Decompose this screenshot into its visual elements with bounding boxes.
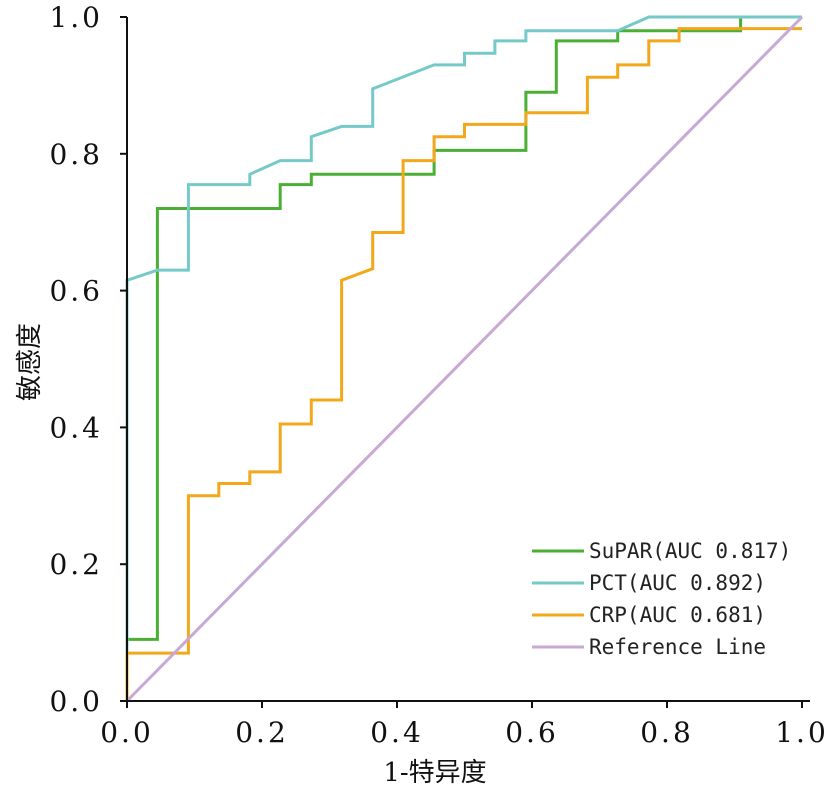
x-tick-label: 0.6: [505, 716, 559, 749]
x-axis-title: 1-特异度: [383, 758, 486, 788]
y-tick-label: 0.6: [49, 275, 103, 308]
x-tick-label: 0.4: [370, 716, 424, 749]
y-tick-label: 0.8: [49, 138, 103, 171]
x-tick-label: 1.0: [775, 716, 829, 749]
tick-labels: 0.0 0.2 0.4 0.6 0.8 1.0 0.0 0.2 0.4 0.6 0.8 1.0: [49, 1, 829, 749]
series-layer: [125, 15, 804, 703]
y-tick-label: 0.4: [49, 411, 103, 444]
y-axis-title: 敏感度: [15, 323, 45, 401]
x-tick-label: 0.0: [100, 716, 154, 749]
legend-label-pct: PCT(AUC 0.892): [589, 571, 766, 595]
y-tick-label: 1.0: [49, 1, 103, 34]
series-line-pct: [125, 15, 802, 701]
y-tick-label: 0.2: [49, 548, 103, 581]
legend-label-crp: CRP(AUC 0.681): [589, 603, 766, 627]
legend: SuPAR(AUC 0.817) PCT(AUC 0.892) CRP(AUC 0.…: [532, 539, 791, 659]
legend-label-reference-line: Reference Line: [589, 635, 766, 659]
y-tick-label: 0.0: [49, 685, 103, 718]
legend-label-supar: SuPAR(AUC 0.817): [589, 539, 791, 563]
x-tick-label: 0.2: [235, 716, 289, 749]
axes: [120, 16, 810, 708]
x-tick-label: 0.8: [640, 716, 694, 749]
series-line-crp: [125, 27, 802, 701]
series-line-reference-line: [125, 15, 804, 703]
